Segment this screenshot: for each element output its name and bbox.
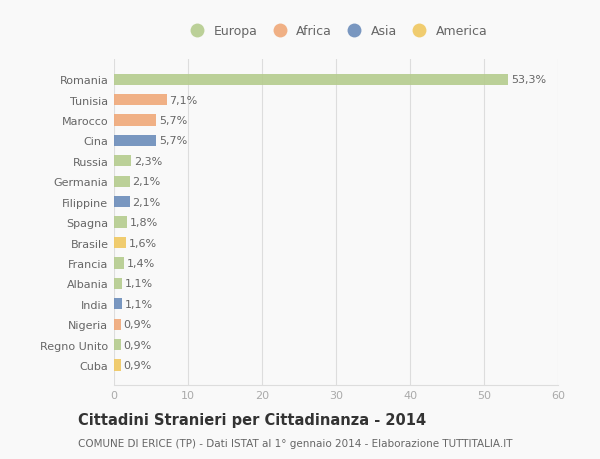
Bar [114, 258, 124, 269]
Text: Cittadini Stranieri per Cittadinanza - 2014: Cittadini Stranieri per Cittadinanza - 2… [78, 413, 426, 428]
Text: 53,3%: 53,3% [511, 75, 547, 85]
Bar [114, 217, 127, 228]
Text: 1,4%: 1,4% [127, 258, 155, 269]
Bar [114, 196, 130, 208]
Legend: Europa, Africa, Asia, America: Europa, Africa, Asia, America [179, 20, 493, 43]
Text: COMUNE DI ERICE (TP) - Dati ISTAT al 1° gennaio 2014 - Elaborazione TUTTITALIA.I: COMUNE DI ERICE (TP) - Dati ISTAT al 1° … [78, 438, 512, 448]
Text: 1,1%: 1,1% [125, 299, 153, 309]
Bar [114, 359, 121, 371]
Bar [114, 74, 508, 86]
Text: 1,6%: 1,6% [129, 238, 157, 248]
Bar [114, 176, 130, 187]
Text: 5,7%: 5,7% [159, 136, 187, 146]
Text: 2,3%: 2,3% [134, 157, 162, 167]
Text: 1,1%: 1,1% [125, 279, 153, 289]
Text: 0,9%: 0,9% [124, 340, 152, 350]
Bar [114, 95, 167, 106]
Bar [114, 339, 121, 350]
Bar [114, 156, 131, 167]
Text: 0,9%: 0,9% [124, 319, 152, 330]
Bar [114, 237, 126, 249]
Bar [114, 278, 122, 289]
Text: 2,1%: 2,1% [133, 177, 161, 187]
Text: 7,1%: 7,1% [170, 95, 198, 106]
Text: 0,9%: 0,9% [124, 360, 152, 370]
Text: 5,7%: 5,7% [159, 116, 187, 126]
Bar [114, 319, 121, 330]
Bar [114, 115, 156, 126]
Bar [114, 135, 156, 147]
Text: 1,8%: 1,8% [130, 218, 158, 228]
Text: 2,1%: 2,1% [133, 197, 161, 207]
Bar [114, 298, 122, 310]
